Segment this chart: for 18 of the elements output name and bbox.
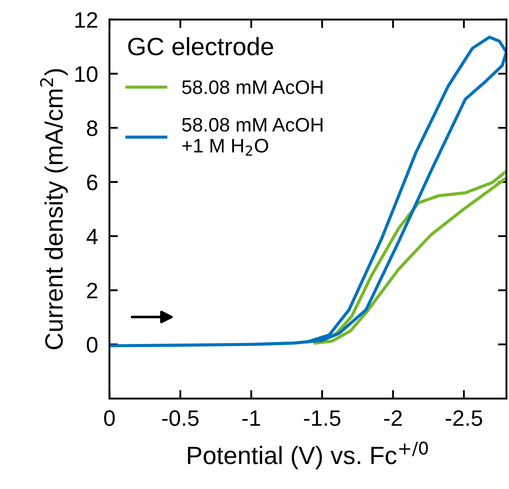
y-tick-label: 6	[87, 174, 98, 190]
y-tick-label: 12	[75, 12, 98, 28]
y-tick-label: 0	[86, 336, 98, 353]
x-axis-title: Potential (V) vs. Fc$^{+/0}$	[188, 441, 428, 470]
x-tick-label: -1	[242, 410, 260, 426]
y-tick-label: 10	[75, 66, 98, 82]
y-tick-label: 8	[86, 120, 98, 136]
x-tick-label: 0	[104, 410, 115, 426]
x-tick-label: -0.5	[162, 410, 199, 426]
legend-title: GC electrode	[128, 37, 274, 56]
x-tick-label: -2	[384, 410, 402, 426]
x-tick-label: -2.5	[446, 410, 482, 426]
y-axis-title: Current density (mA/cm$^{2}$)	[40, 69, 68, 350]
legend-label: 58.08 mM AcOH +1 M H$_{2}$O	[182, 118, 322, 156]
x-tick-label: -1.5	[304, 410, 340, 426]
y-tick-label: 4	[86, 228, 98, 244]
y-tick-label: 2	[87, 282, 98, 298]
legend-label: 58.08 mM AcOH	[182, 80, 322, 94]
